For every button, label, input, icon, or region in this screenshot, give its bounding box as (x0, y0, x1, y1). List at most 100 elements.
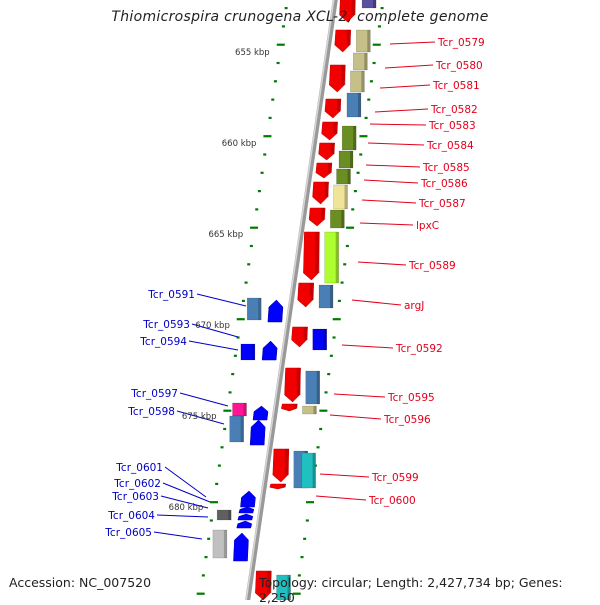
cog-category-bar[interactable] (240, 343, 256, 361)
gene-label[interactable]: Tcr_0602 (113, 478, 161, 490)
gene-label[interactable]: Tcr_0596 (383, 414, 431, 426)
forward-gene-arrow[interactable] (339, 0, 356, 23)
minor-tick (201, 574, 205, 577)
cog-category-bar[interactable] (338, 150, 354, 169)
cog-category-bar[interactable] (301, 452, 316, 489)
gene-shade (351, 0, 356, 15)
gene-label[interactable]: Tcr_0584 (426, 140, 474, 152)
minor-tick (300, 556, 304, 559)
minor-tick (353, 190, 357, 193)
cog-category-bar[interactable] (276, 574, 291, 600)
bar-shade (258, 298, 262, 320)
gene-label[interactable]: Tcr_0595 (387, 392, 435, 404)
reverse-gene-arrow[interactable] (240, 490, 256, 508)
scale-label: 680 kbp (169, 503, 204, 513)
cog-category-bar[interactable] (330, 209, 345, 229)
major-tick (263, 135, 272, 138)
gene-label[interactable]: Tcr_0599 (371, 472, 419, 484)
gene-label[interactable]: Tcr_0601 (115, 462, 163, 474)
major-tick (372, 43, 381, 46)
gene-label[interactable]: Tcr_0591 (147, 289, 195, 301)
gene-label[interactable]: Tcr_0583 (428, 120, 476, 132)
bar-shade (364, 53, 368, 70)
label-leader-line (351, 299, 402, 306)
reverse-gene-arrow[interactable] (236, 520, 253, 529)
cog-category-bar[interactable] (216, 509, 232, 521)
reverse-gene-arrow[interactable] (238, 506, 255, 514)
reverse-gene-arrow[interactable] (233, 532, 249, 562)
gene-label[interactable]: Tcr_0589 (408, 260, 456, 272)
cog-category-bar[interactable] (246, 297, 262, 321)
gene-label[interactable]: Tcr_0581 (432, 80, 480, 92)
minor-tick (305, 519, 309, 522)
gene-label[interactable]: Tcr_0594 (139, 336, 187, 348)
scale-label: 665 kbp (208, 230, 243, 240)
bar-shade (243, 403, 247, 416)
cog-category-bar[interactable] (341, 125, 357, 151)
gene-label[interactable]: Tcr_0587 (418, 198, 466, 210)
gene-label[interactable]: argJ (404, 300, 424, 312)
minor-tick (281, 25, 285, 28)
cog-category-bar[interactable] (356, 29, 371, 53)
cog-category-bar[interactable] (312, 328, 327, 351)
gene-label[interactable]: Tcr_0600 (368, 495, 416, 507)
gene-label[interactable]: Tcr_0603 (111, 491, 159, 503)
scale-label: 660 kbp (222, 139, 257, 149)
label-leader-line (160, 495, 209, 509)
gene-shade (321, 208, 326, 220)
gene-label[interactable]: lpxC (416, 220, 439, 232)
gene-label[interactable]: Tcr_0579 (437, 37, 485, 49)
label-leader-line (367, 142, 425, 146)
gene-shade (330, 143, 335, 155)
reverse-gene-arrow[interactable] (252, 405, 269, 421)
gene-shade (336, 99, 341, 112)
cog-category-bar[interactable] (361, 0, 377, 9)
cog-category-bar[interactable] (305, 370, 320, 405)
cog-category-bar[interactable] (346, 92, 362, 118)
gene-label[interactable]: Tcr_0604 (107, 510, 155, 522)
gene-label[interactable]: Tcr_0605 (104, 527, 152, 539)
gene-label[interactable]: Tcr_0586 (420, 178, 468, 190)
bar-shade (240, 416, 244, 442)
minor-tick (345, 244, 349, 248)
minor-tick (276, 61, 280, 65)
minor-tick (319, 427, 323, 431)
gene-label[interactable]: Tcr_0585 (422, 162, 470, 174)
reverse-gene-arrow[interactable] (249, 419, 266, 446)
cog-category-bar[interactable] (333, 184, 348, 210)
gene-label[interactable]: Tcr_0582 (430, 104, 478, 116)
cog-category-bar[interactable] (229, 415, 244, 443)
gene-label[interactable]: Tcr_0597 (130, 388, 178, 400)
minor-tick (316, 446, 320, 449)
scale-ticks (196, 7, 384, 595)
gene-label[interactable]: Tcr_0592 (395, 343, 443, 355)
minor-tick (324, 391, 328, 394)
cog-category-bar[interactable] (318, 284, 334, 309)
bar-shade (349, 151, 353, 168)
minor-tick (273, 80, 277, 83)
minor-tick (327, 373, 331, 376)
minor-tick (359, 153, 363, 156)
gene-label[interactable]: Tcr_0598 (127, 406, 175, 418)
label-leader-line (361, 199, 417, 204)
cog-category-bar[interactable] (353, 52, 368, 71)
forward-cog-bars (276, 0, 377, 600)
cog-category-bar[interactable] (336, 168, 351, 185)
cog-category-bar[interactable] (212, 529, 228, 559)
label-leader-line (359, 222, 414, 226)
cog-category-bar[interactable] (302, 405, 317, 415)
cog-category-bar[interactable] (350, 70, 365, 93)
minor-tick (207, 537, 211, 540)
label-leader-line (329, 414, 382, 420)
bar-shade (287, 575, 291, 600)
bar-shade (223, 530, 227, 558)
reverse-gene-arrow[interactable] (261, 340, 278, 361)
reverse-gene-arrow[interactable] (267, 299, 284, 323)
label-leader-line (341, 344, 394, 349)
gene-label[interactable]: Tcr_0580 (435, 60, 483, 72)
gene-label[interactable]: Tcr_0593 (142, 319, 190, 331)
minor-tick (367, 98, 371, 101)
cog-category-bar[interactable] (324, 231, 339, 284)
reverse-gene-arrow[interactable] (237, 513, 254, 521)
gene-shade (284, 449, 289, 475)
